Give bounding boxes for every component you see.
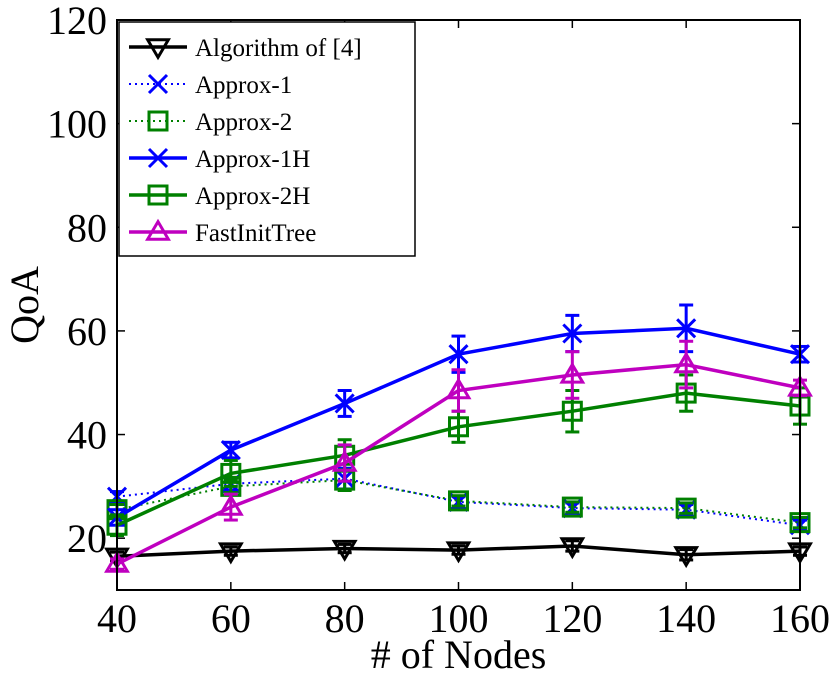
- data-point: [676, 318, 697, 339]
- data-point: [448, 344, 469, 365]
- series-approx-2: [106, 468, 811, 534]
- x-tick-label: 40: [97, 596, 137, 641]
- y-tick-label: 40: [67, 413, 107, 458]
- data-point: [445, 541, 472, 564]
- data-point: [331, 539, 358, 562]
- legend-marker: [147, 184, 169, 206]
- plot-content: [104, 303, 813, 573]
- data-point: [673, 351, 700, 374]
- data-point: [220, 440, 241, 461]
- series-line: [116, 391, 801, 527]
- data-point: [217, 542, 244, 565]
- data-point: [448, 490, 469, 512]
- data-point: [331, 449, 358, 472]
- legend-label: Approx-2: [195, 109, 292, 136]
- legend-label: Approx-2H: [195, 183, 310, 210]
- legend-label: Approx-1H: [195, 146, 310, 173]
- y-tick-label: 20: [67, 516, 107, 561]
- x-tick-label: 80: [325, 596, 365, 641]
- series-algorithm-of-4: [104, 537, 813, 570]
- y-tick-label: 120: [47, 0, 107, 43]
- data-point: [445, 377, 472, 400]
- x-tick-label: 160: [770, 596, 830, 641]
- legend: Algorithm of [4] Approx-1 Approx-2 Approx-1…: [118, 21, 416, 257]
- legend-label: FastInitTree: [195, 220, 316, 247]
- data-point: [220, 462, 242, 484]
- data-point: [217, 493, 244, 516]
- legend-box: [118, 21, 416, 257]
- series-line: [116, 544, 801, 559]
- legend-marker: [147, 110, 169, 132]
- data-point: [562, 323, 583, 344]
- x-tick-label: 120: [542, 596, 602, 641]
- y-axis-label: QoA: [2, 266, 47, 344]
- y-tick-label: 60: [67, 309, 107, 354]
- x-axis-label: # of Nodes: [371, 632, 547, 677]
- data-point: [561, 400, 583, 422]
- data-point: [334, 393, 355, 414]
- y-tick-label: 100: [47, 102, 107, 147]
- legend-label: Algorithm of [4]: [195, 35, 362, 62]
- x-tick-label: 60: [211, 596, 251, 641]
- data-point: [559, 361, 586, 384]
- x-tick-label: 140: [656, 596, 716, 641]
- legend-marker: [145, 218, 171, 241]
- data-point: [559, 537, 586, 560]
- data-point: [673, 546, 700, 569]
- data-point: [561, 496, 583, 518]
- series-line: [116, 362, 801, 566]
- axes: 40 60 80 100 120 140 160 20 40 60 80 100 120: [47, 0, 830, 641]
- data-point: [448, 416, 469, 438]
- legend-marker: [145, 38, 171, 61]
- data-point: [675, 497, 697, 519]
- legend-marker: [147, 73, 169, 95]
- series-fastinittree: [104, 339, 813, 573]
- legend-label: Approx-1: [195, 72, 292, 99]
- y-tick-label: 80: [67, 205, 107, 250]
- legend-marker: [147, 147, 169, 169]
- x-tick-label: 100: [429, 596, 489, 641]
